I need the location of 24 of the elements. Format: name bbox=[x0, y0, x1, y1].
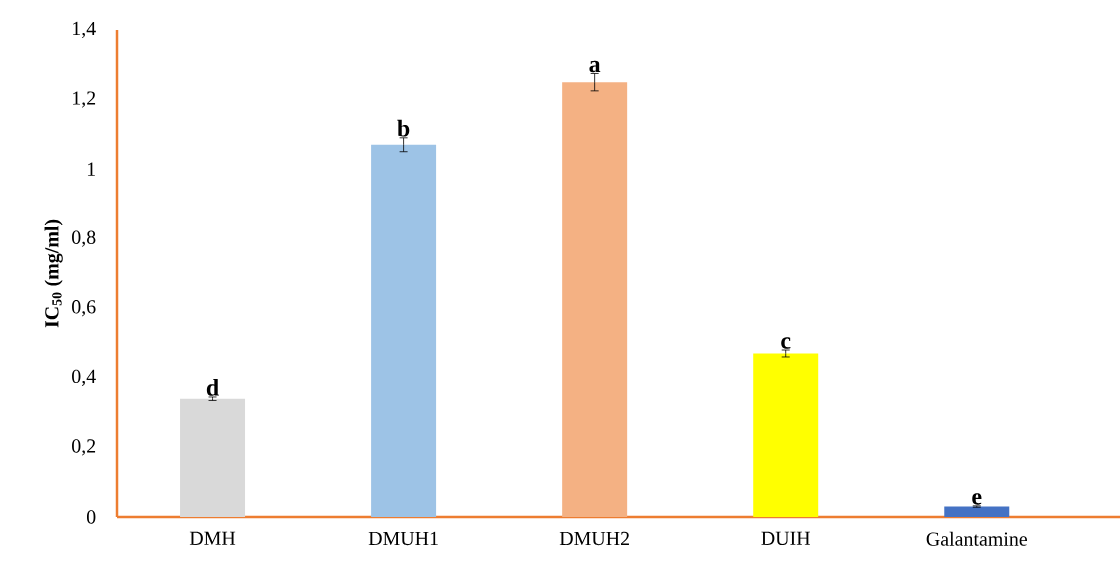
annotation: e bbox=[972, 493, 982, 505]
y-tick-label: 0 bbox=[86, 510, 96, 524]
x-tick-label: DUIH bbox=[761, 531, 811, 546]
bar bbox=[753, 353, 819, 517]
x-tick-label: DMH bbox=[189, 531, 236, 545]
bar bbox=[180, 398, 246, 517]
x-tick-label: DMUH2 bbox=[559, 531, 629, 546]
x-tick-label: Galantamine bbox=[926, 531, 1027, 546]
y-axis-title: IC$_{50}$ (mg/ml) bbox=[44, 219, 63, 328]
bar bbox=[562, 82, 628, 517]
annotation: c bbox=[781, 337, 791, 349]
y-tick-label: 1,2 bbox=[73, 91, 96, 108]
annotation: b bbox=[397, 119, 410, 137]
annotation: d bbox=[206, 378, 219, 396]
x-tick-label: DMUH1 bbox=[368, 531, 438, 546]
annotation: a bbox=[589, 60, 601, 73]
bar bbox=[944, 506, 1010, 517]
y-tick-label: 1 bbox=[87, 162, 95, 176]
bar bbox=[371, 144, 437, 517]
y-tick-label: 0,4 bbox=[72, 369, 96, 386]
y-tick-label: 1,4 bbox=[73, 21, 96, 39]
y-tick-label: 0,2 bbox=[72, 439, 96, 456]
y-tick-label: 0,8 bbox=[72, 230, 96, 247]
y-tick-label: 0,6 bbox=[72, 300, 96, 317]
